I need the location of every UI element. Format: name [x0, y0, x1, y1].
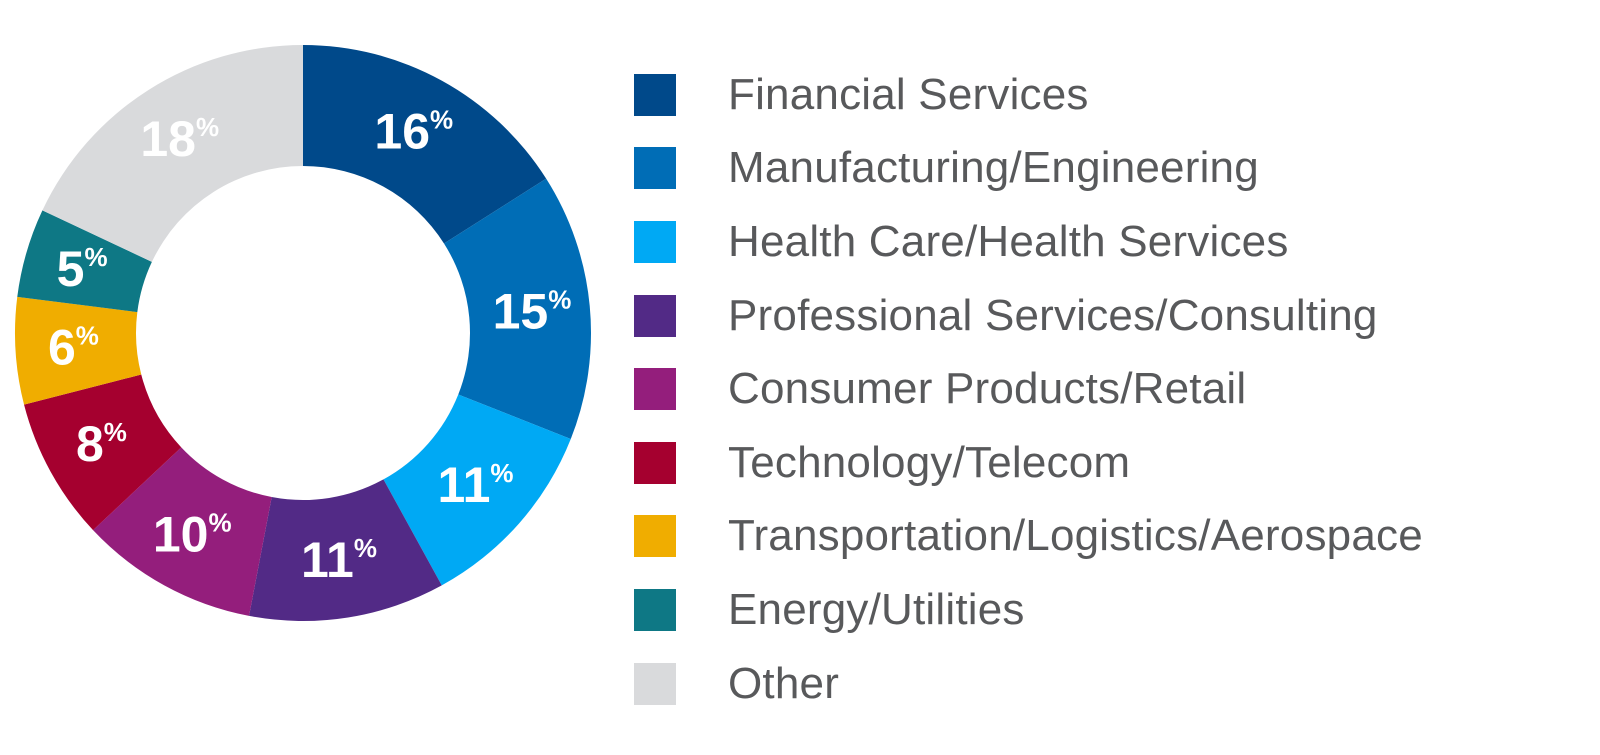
legend-label: Technology/Telecom: [728, 437, 1131, 487]
slice-professional-services-consulting: [249, 479, 442, 622]
slice-label-health-care-health-services: 11%: [438, 457, 514, 513]
legend-item-transportation-logistics-aerospace: Transportation/Logistics/Aerospace: [634, 500, 1423, 574]
slice-consumer-products-retail: [93, 447, 272, 616]
legend-item-other: Other: [634, 647, 1423, 721]
slice-label-consumer-products-retail: 10%: [153, 507, 232, 563]
donut-slices: [15, 45, 592, 622]
slice-label-financial-services: 16%: [374, 103, 453, 159]
slice-label-manufacturing-engineering: 15%: [493, 283, 572, 339]
slice-health-care-health-services: [383, 394, 571, 586]
slice-label-other: 18%: [140, 111, 219, 167]
legend-swatch: [634, 220, 676, 263]
legend-label: Consumer Products/Retail: [728, 364, 1247, 414]
donut-slice-labels: 16% 15% 11% 11% 10% 8% 6% 5% 18%: [48, 103, 571, 588]
legend-swatch: [634, 294, 676, 337]
donut-chart: 16% 15% 11% 11% 10% 8% 6% 5% 18%: [15, 45, 592, 622]
legend-swatch: [634, 515, 676, 558]
legend-item-financial-services: Financial Services: [634, 58, 1423, 132]
legend-item-energy-utilities: Energy/Utilities: [634, 573, 1423, 647]
slice-energy-utilities: [17, 210, 152, 313]
slice-technology-telecom: [24, 374, 182, 531]
legend-item-health-care-health-services: Health Care/Health Services: [634, 205, 1423, 279]
legend-label: Health Care/Health Services: [728, 216, 1289, 266]
legend-label: Financial Services: [728, 69, 1089, 119]
legend-swatch: [634, 368, 676, 411]
slice-financial-services: [303, 45, 547, 244]
slice-other: [42, 45, 303, 262]
legend-label: Other: [728, 658, 840, 708]
legend-label: Transportation/Logistics/Aerospace: [728, 511, 1423, 561]
slice-transportation-logistics-aerospace: [15, 296, 142, 405]
legend-item-professional-services-consulting: Professional Services/Consulting: [634, 279, 1423, 353]
legend-label: Professional Services/Consulting: [728, 290, 1378, 340]
legend-swatch: [634, 662, 676, 705]
legend-item-manufacturing-engineering: Manufacturing/Engineering: [634, 132, 1423, 206]
legend-swatch: [634, 147, 676, 190]
legend-item-technology-telecom: Technology/Telecom: [634, 426, 1423, 500]
legend-swatch: [634, 588, 676, 631]
legend-swatch: [634, 73, 676, 116]
chart-legend: Financial Services Manufacturing/Engineer…: [634, 58, 1423, 720]
slice-label-professional-services-consulting: 11%: [301, 532, 377, 588]
legend-label: Energy/Utilities: [728, 584, 1025, 634]
slice-manufacturing-engineering: [444, 178, 592, 440]
legend-label: Manufacturing/Engineering: [728, 143, 1259, 193]
slice-label-technology-telecom: 8%: [76, 416, 127, 472]
legend-swatch: [634, 441, 676, 484]
slice-label-transportation-logistics-aerospace: 6%: [48, 319, 99, 375]
legend-item-consumer-products-retail: Consumer Products/Retail: [634, 352, 1423, 426]
slice-label-energy-utilities: 5%: [57, 241, 108, 297]
